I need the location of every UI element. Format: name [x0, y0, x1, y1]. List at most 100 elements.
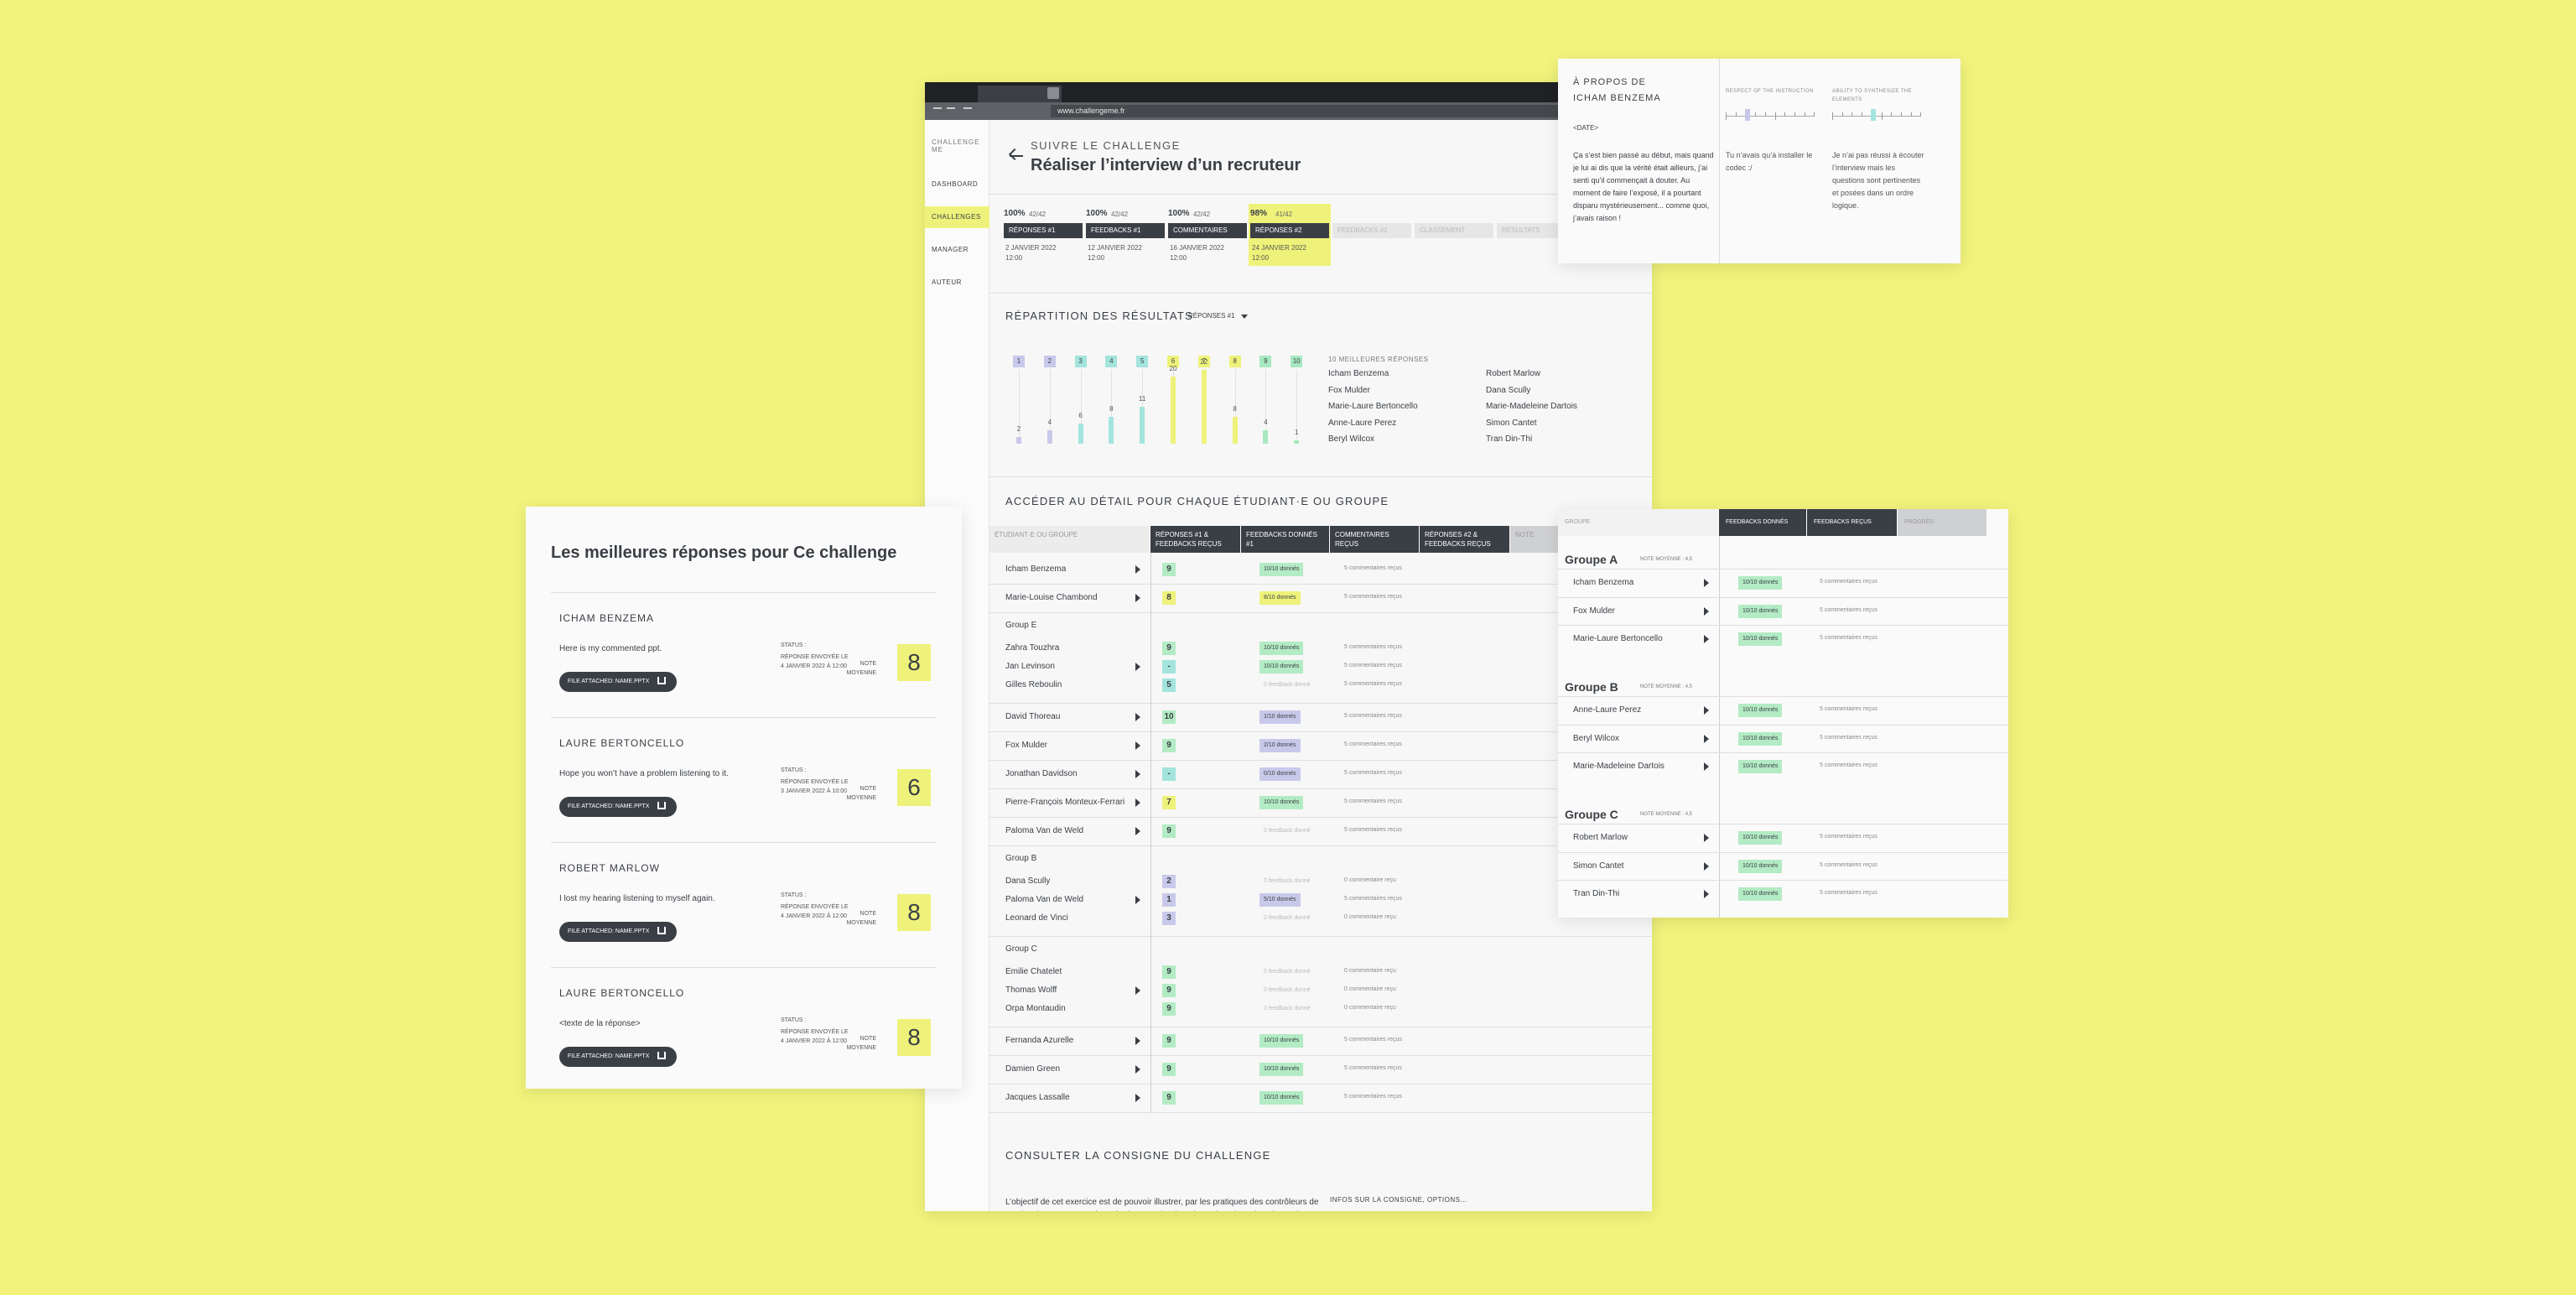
back-arrow-head[interactable]: [1008, 148, 1021, 161]
comments: 5 commentaires reçus: [1344, 1037, 1402, 1043]
scale-tick: [1900, 112, 1902, 117]
step-label[interactable]: RÉPONSES #1: [1004, 223, 1083, 238]
top-name[interactable]: Simon Cantet: [1486, 418, 1537, 428]
nav-button[interactable]: [933, 107, 942, 114]
step-percent: 100%: [1004, 209, 1026, 218]
step-label[interactable]: FEEDBACKS #2: [1332, 223, 1411, 238]
filter-caret[interactable]: [1241, 315, 1248, 319]
group-name[interactable]: Group E: [1005, 621, 1037, 630]
comments: 5 commentaires reçus: [1820, 706, 1877, 712]
top-name[interactable]: Anne-Laure Perez: [1328, 418, 1397, 428]
group-title[interactable]: Groupe C: [1565, 808, 1618, 821]
groups-card: GROUPE FEEDBACKS DONNÉS FEEDBACKS REÇUS PRO…: [1558, 509, 2008, 918]
step-label[interactable]: CLASSEMENT: [1415, 223, 1493, 238]
top-name[interactable]: Marie-Madeleine Dartois: [1486, 402, 1577, 412]
file-pill[interactable]: FILE ATTACHED: NAME.PPTX: [559, 922, 677, 942]
back-arrow[interactable]: [1010, 155, 1023, 157]
comments: 5 commentaires reçus: [1820, 762, 1877, 769]
file-pill[interactable]: FILE ATTACHED: NAME.PPTX: [559, 797, 677, 817]
step-label[interactable]: FEEDBACKS #1: [1086, 223, 1165, 238]
chevron: [1704, 834, 1709, 842]
member-name[interactable]: Robert Marlow: [1573, 833, 1628, 842]
chevron: [1704, 762, 1709, 772]
group-name[interactable]: Group C: [1005, 944, 1037, 954]
member-name[interactable]: Paloma Van de Weld: [1005, 895, 1084, 904]
member-name[interactable]: Anne-Laure Perez: [1573, 705, 1642, 715]
student-name[interactable]: Marie-Louise Chambond: [1005, 593, 1098, 602]
top-name[interactable]: Tran Din-Thi: [1486, 434, 1533, 445]
scale-tick: [1726, 112, 1727, 120]
bar: [1171, 377, 1176, 444]
top-name[interactable]: Beryl Wilcox: [1328, 434, 1375, 445]
step-label[interactable]: COMMENTAIRES: [1168, 223, 1247, 238]
student-name[interactable]: Jacques Lassalle: [1005, 1093, 1070, 1102]
student-name[interactable]: Pierre-François Monteux-Ferrari: [1005, 798, 1125, 807]
consigne-side[interactable]: INFOS SUR LA CONSIGNE, OPTIONS...: [1330, 1196, 1467, 1204]
member-name[interactable]: Leonard de Vinci: [1005, 913, 1068, 923]
nav-button[interactable]: [963, 107, 972, 114]
about-text: Ça s’est bien passé au début, mais quand…: [1573, 151, 1714, 222]
comments: 5 commentaires reçus: [1344, 798, 1402, 804]
top-name[interactable]: Fox Mulder: [1328, 385, 1371, 395]
tab-close[interactable]: [1047, 87, 1059, 99]
student-name[interactable]: Icham Benzema: [1005, 564, 1067, 574]
group-name[interactable]: Group B: [1005, 854, 1037, 863]
member-name[interactable]: Zahra Touzhra: [1005, 643, 1060, 653]
member-name[interactable]: Orpa Montaudin: [1005, 1004, 1066, 1013]
scale-line: [1832, 116, 1921, 117]
member-name[interactable]: Jan Levinson: [1005, 662, 1055, 671]
grade-chip: 2: [1043, 356, 1056, 367]
row-divider: [989, 1055, 1652, 1056]
row-divider: [1558, 696, 2008, 697]
member-name[interactable]: Marie-Madeleine Dartois: [1573, 762, 1665, 772]
member-name[interactable]: Icham Benzema: [1573, 578, 1634, 587]
comments: 0 commentaire reçu: [1344, 968, 1396, 974]
chevron: [1135, 713, 1140, 721]
scale-tick: [1784, 112, 1786, 117]
comments: 0 commentaire reçu: [1344, 986, 1396, 992]
member-name[interactable]: Simon Cantet: [1573, 861, 1624, 871]
group-title[interactable]: Groupe A: [1565, 553, 1618, 566]
top-name[interactable]: Icham Benzema: [1328, 369, 1389, 378]
student-name[interactable]: Fox Mulder: [1005, 741, 1048, 750]
bar-value: 11: [1139, 395, 1146, 403]
answer-name: ICHAM BENZEMA: [559, 612, 655, 624]
top-name[interactable]: Robert Marlow: [1486, 369, 1541, 378]
student-name[interactable]: Damien Green: [1005, 1064, 1061, 1074]
step-label[interactable]: RÉPONSES #2: [1250, 223, 1329, 238]
member-name[interactable]: Tran Din-Thi: [1573, 889, 1620, 899]
sidebar-item[interactable]: MANAGER: [932, 246, 969, 253]
filter-select[interactable]: RÉPONSES #1: [1188, 312, 1235, 320]
top-name[interactable]: Marie-Laure Bertoncello: [1328, 402, 1418, 412]
member-name[interactable]: Dana Scully: [1005, 876, 1051, 886]
file-pill[interactable]: FILE ATTACHED: NAME.PPTX: [559, 672, 677, 692]
grade-chip: 7: [1197, 356, 1210, 367]
member-name[interactable]: Fox Mulder: [1573, 606, 1616, 616]
student-name[interactable]: Paloma Van de Weld: [1005, 826, 1084, 835]
sidebar-item[interactable]: DASHBOARD: [932, 180, 979, 188]
member-name[interactable]: Emilie Chatelet: [1005, 967, 1062, 976]
comments: 5 commentaires reçus: [1820, 635, 1877, 642]
student-name[interactable]: Jonathan Davidson: [1005, 769, 1078, 778]
guide-line: [1234, 369, 1236, 444]
member-name[interactable]: Marie-Laure Bertoncello: [1573, 634, 1663, 644]
sidebar-item[interactable]: CHALLENGES: [925, 206, 989, 228]
nav-button[interactable]: [947, 107, 955, 114]
grade: 9: [1162, 984, 1176, 997]
url-field[interactable]: www.challengeme.fr: [1051, 105, 1592, 117]
student-name[interactable]: Fernanda Azurelle: [1005, 1036, 1074, 1045]
file-pill[interactable]: FILE ATTACHED: NAME.PPTX: [559, 1047, 677, 1067]
column-header: RÉPONSES #2 & FEEDBACKS REÇUS: [1420, 526, 1510, 553]
column-divider: [1150, 553, 1151, 1112]
chevron: [1704, 861, 1709, 871]
top-name[interactable]: Dana Scully: [1486, 385, 1531, 395]
step-count: 42/42: [1029, 211, 1046, 218]
member-name[interactable]: Thomas Wolff: [1005, 986, 1057, 995]
member-name[interactable]: Gilles Reboulin: [1005, 680, 1062, 689]
sidebar-item[interactable]: AUTEUR: [932, 278, 962, 286]
step-label[interactable]: RÉSULTATS: [1497, 223, 1576, 238]
student-name[interactable]: David Thoreau: [1005, 712, 1061, 721]
group-title[interactable]: Groupe B: [1565, 680, 1618, 694]
bar: [1109, 417, 1114, 444]
member-name[interactable]: Beryl Wilcox: [1573, 733, 1620, 743]
